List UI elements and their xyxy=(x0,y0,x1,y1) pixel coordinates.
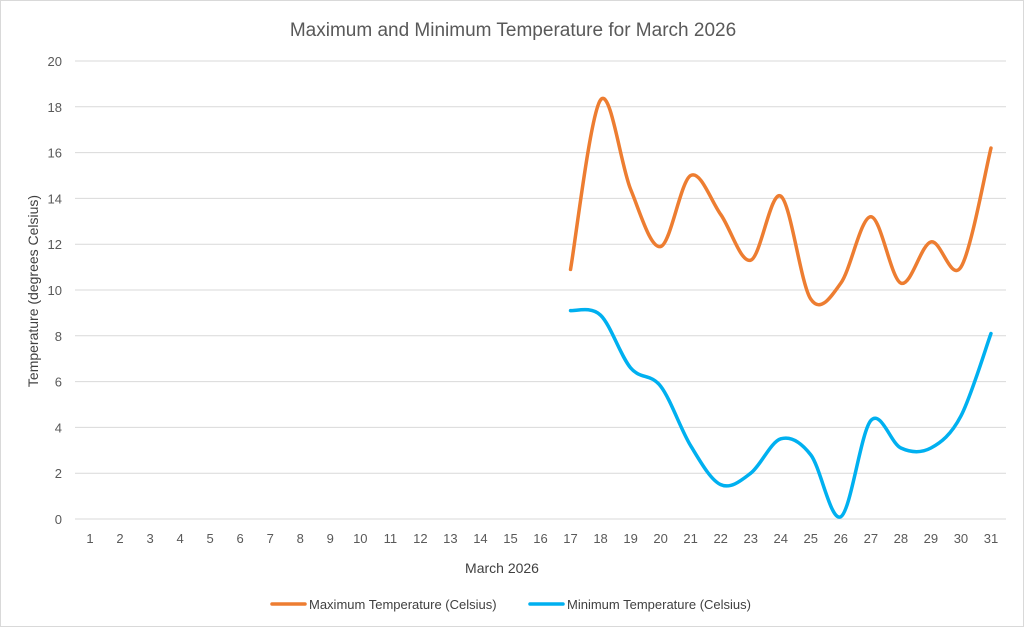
y-tick-label: 12 xyxy=(48,237,62,252)
y-tick-label: 18 xyxy=(48,100,62,115)
x-tick-label: 8 xyxy=(297,531,304,546)
x-tick-label: 5 xyxy=(207,531,214,546)
x-tick-label: 10 xyxy=(353,531,367,546)
y-tick-label: 10 xyxy=(48,283,62,298)
x-tick-label: 23 xyxy=(743,531,757,546)
series-lines xyxy=(568,96,993,519)
y-tick-label: 20 xyxy=(48,54,62,69)
x-axis-ticks: 1 2 3 4 5 6 7 8 9 10 11 12 13 14 15 16 17 18 19 20 21 22 23 24 2… xyxy=(86,531,998,546)
x-tick-label: 13 xyxy=(443,531,457,546)
x-tick-label: 3 xyxy=(146,531,153,546)
x-tick-label: 30 xyxy=(954,531,968,546)
chart-title: Maximum and Minimum Temperature for Marc… xyxy=(290,20,736,41)
y-tick-label: 6 xyxy=(55,375,62,390)
x-tick-label: 4 xyxy=(176,531,183,546)
legend: Maximum Temperature (Celsius) Minimum Tem… xyxy=(270,597,751,612)
y-tick-label: 8 xyxy=(55,329,62,344)
x-tick-label: 20 xyxy=(653,531,667,546)
y-tick-label: 16 xyxy=(48,146,62,161)
gridlines xyxy=(75,60,1006,474)
x-tick-label: 27 xyxy=(864,531,878,546)
x-tick-label: 14 xyxy=(473,531,487,546)
x-tick-label: 2 xyxy=(116,531,123,546)
x-tick-label: 21 xyxy=(683,531,697,546)
y-tick-label: 2 xyxy=(55,466,62,481)
x-tick-label: 24 xyxy=(774,531,788,546)
series-line-minimum xyxy=(568,307,993,519)
x-tick-label: 11 xyxy=(384,531,398,546)
x-tick-label: 7 xyxy=(267,531,274,546)
y-tick-label: 4 xyxy=(55,420,62,435)
x-tick-label: 31 xyxy=(984,531,998,546)
x-axis-title: March 2026 xyxy=(465,560,539,576)
x-tick-label: 12 xyxy=(413,531,427,546)
x-tick-label: 17 xyxy=(563,531,577,546)
x-tick-label: 9 xyxy=(327,531,334,546)
x-tick-label: 22 xyxy=(713,531,727,546)
y-axis-title: Temperature (degrees Celsius) xyxy=(25,195,41,387)
x-tick-label: 25 xyxy=(804,531,818,546)
x-tick-label: 18 xyxy=(593,531,607,546)
y-axis-ticks: 0 2 4 6 8 10 12 14 16 18 20 xyxy=(48,54,62,527)
x-tick-label: 26 xyxy=(834,531,848,546)
x-tick-label: 16 xyxy=(533,531,547,546)
x-tick-label: 15 xyxy=(503,531,517,546)
x-tick-label: 6 xyxy=(237,531,244,546)
x-tick-label: 28 xyxy=(894,531,908,546)
y-tick-label: 14 xyxy=(48,191,62,206)
x-tick-label: 1 xyxy=(86,531,93,546)
x-tick-label: 19 xyxy=(623,531,637,546)
x-tick-label: 29 xyxy=(924,531,938,546)
legend-label: Maximum Temperature (Celsius) xyxy=(309,597,497,612)
legend-label: Minimum Temperature (Celsius) xyxy=(567,597,751,612)
y-tick-label: 0 xyxy=(55,512,62,527)
series-line-maximum xyxy=(568,96,993,307)
